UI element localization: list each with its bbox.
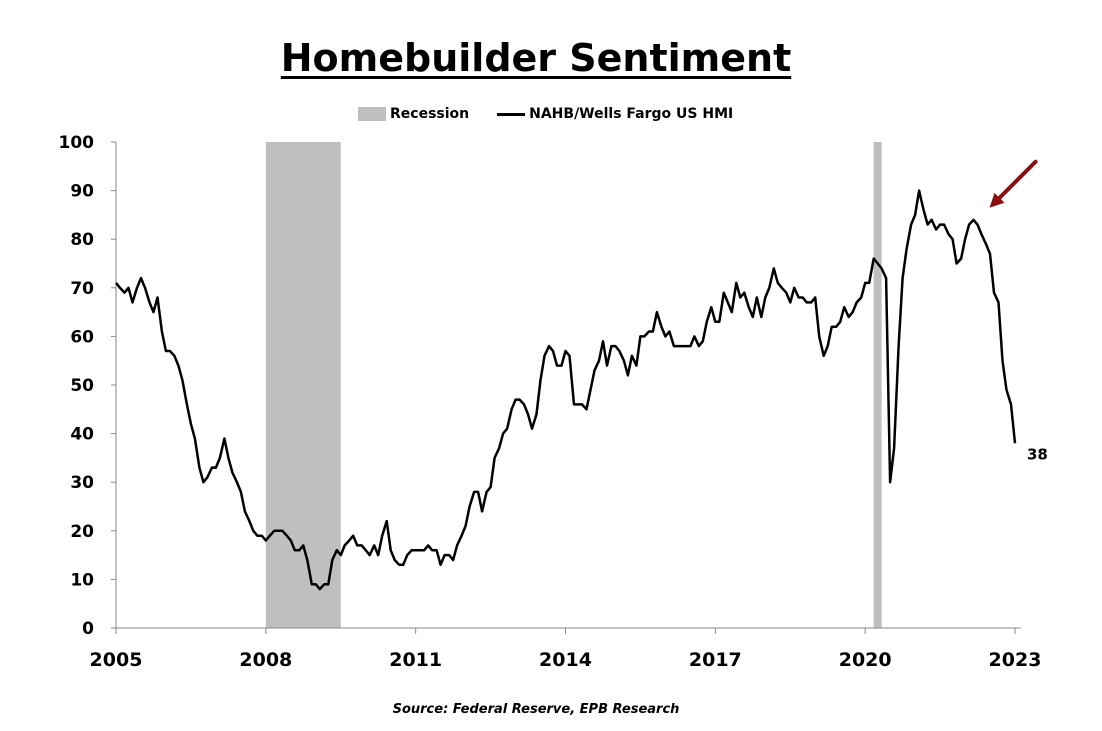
source-note: Source: Federal Reserve, EPB Research (392, 702, 680, 717)
legend-item-hmi: NAHB/Wells Fargo US HMI (497, 106, 733, 122)
y-tick-label-100: 100 (59, 133, 95, 153)
y-tick-label-50: 50 (70, 376, 94, 396)
legend-item-recession: Recession (358, 106, 469, 122)
x-tick-label-2014: 2014 (539, 649, 592, 671)
x-tick-label-2011: 2011 (389, 649, 442, 671)
x-tick-label-2017: 2017 (689, 649, 742, 671)
y-tick-label-70: 70 (70, 279, 94, 299)
annotation-layer (989, 159, 1038, 208)
y-tick-label-20: 20 (70, 522, 94, 542)
x-tick-label-2005: 2005 (90, 649, 143, 671)
y-tick-label-60: 60 (70, 327, 94, 347)
series-layer: 38 (115, 189, 1048, 591)
chart-title: Homebuilder Sentiment (280, 36, 792, 80)
axes: 0 10 20 30 40 50 60 70 80 90 100 2005 2008 2011 2014 20… (59, 133, 1042, 671)
recession-layer (265, 142, 882, 628)
annotation-arrow-shaft (997, 159, 1038, 200)
y-tick-label-0: 0 (82, 619, 94, 639)
legend-label-hmi: NAHB/Wells Fargo US HMI (529, 106, 734, 122)
x-tick-label-2020: 2020 (839, 649, 892, 671)
y-tick-label-30: 30 (70, 473, 94, 493)
y-tick-label-90: 90 (70, 182, 94, 202)
series-end-label: 38 (1027, 445, 1048, 463)
y-tick-label-40: 40 (70, 425, 94, 445)
recession-band-1 (873, 142, 882, 628)
legend-label-recession: Recession (390, 106, 470, 122)
series-line-hmi (115, 189, 1017, 591)
recession-swatch (358, 107, 386, 121)
y-tick-label-10: 10 (70, 570, 94, 590)
legend: Recession NAHB/Wells Fargo US HMI (358, 104, 761, 124)
y-tick-label-80: 80 (70, 230, 94, 250)
annotation-arrow-head (989, 192, 1005, 208)
x-tick-label-2023: 2023 (989, 649, 1042, 671)
x-tick-label-2008: 2008 (239, 649, 292, 671)
recession-band-0 (265, 142, 341, 628)
hmi-line-swatch (497, 112, 526, 116)
